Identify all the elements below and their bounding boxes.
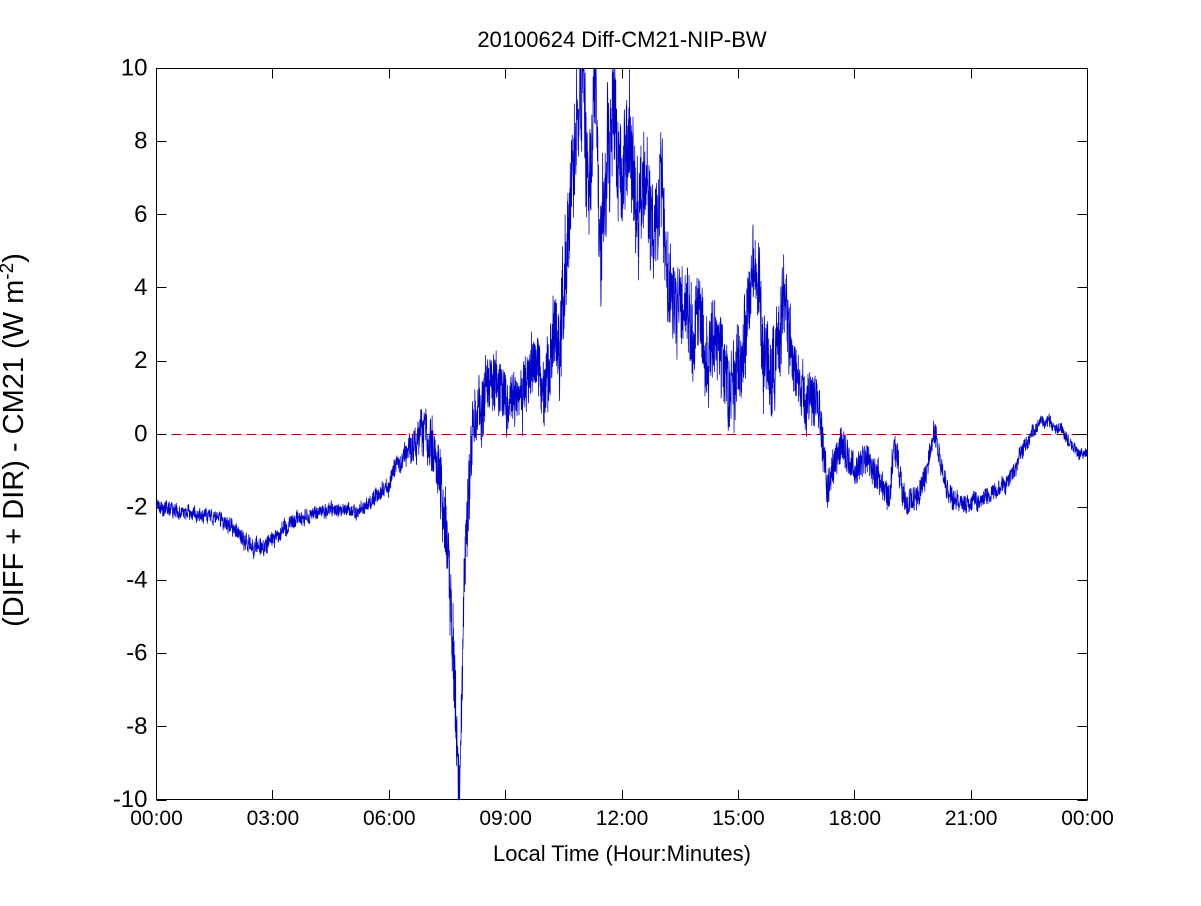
svg-text:Local Time (Hour:Minutes): Local Time (Hour:Minutes) [493,841,751,866]
svg-text:00:00: 00:00 [1061,807,1114,830]
svg-text:0: 0 [134,420,147,447]
svg-text:4: 4 [134,274,147,301]
svg-text:09:00: 09:00 [479,807,532,830]
svg-text:06:00: 06:00 [363,807,416,830]
svg-text:20100624 Diff-CM21-NIP-BW: 20100624 Diff-CM21-NIP-BW [477,27,767,52]
svg-text:18:00: 18:00 [828,807,881,830]
svg-text:(DIFF + DIR) - CM21 (W m-2): (DIFF + DIR) - CM21 (W m-2) [0,253,30,627]
svg-text:8: 8 [134,128,147,155]
svg-text:21:00: 21:00 [945,807,998,830]
svg-text:12:00: 12:00 [596,807,649,830]
svg-text:03:00: 03:00 [247,807,300,830]
svg-text:-8: -8 [126,713,147,740]
svg-text:6: 6 [134,201,147,228]
svg-text:10: 10 [121,55,148,82]
svg-text:00:00: 00:00 [130,807,183,830]
svg-text:15:00: 15:00 [712,807,765,830]
svg-text:-6: -6 [126,640,147,667]
svg-text:2: 2 [134,347,147,374]
svg-text:-2: -2 [126,493,147,520]
svg-text:-4: -4 [126,567,147,594]
